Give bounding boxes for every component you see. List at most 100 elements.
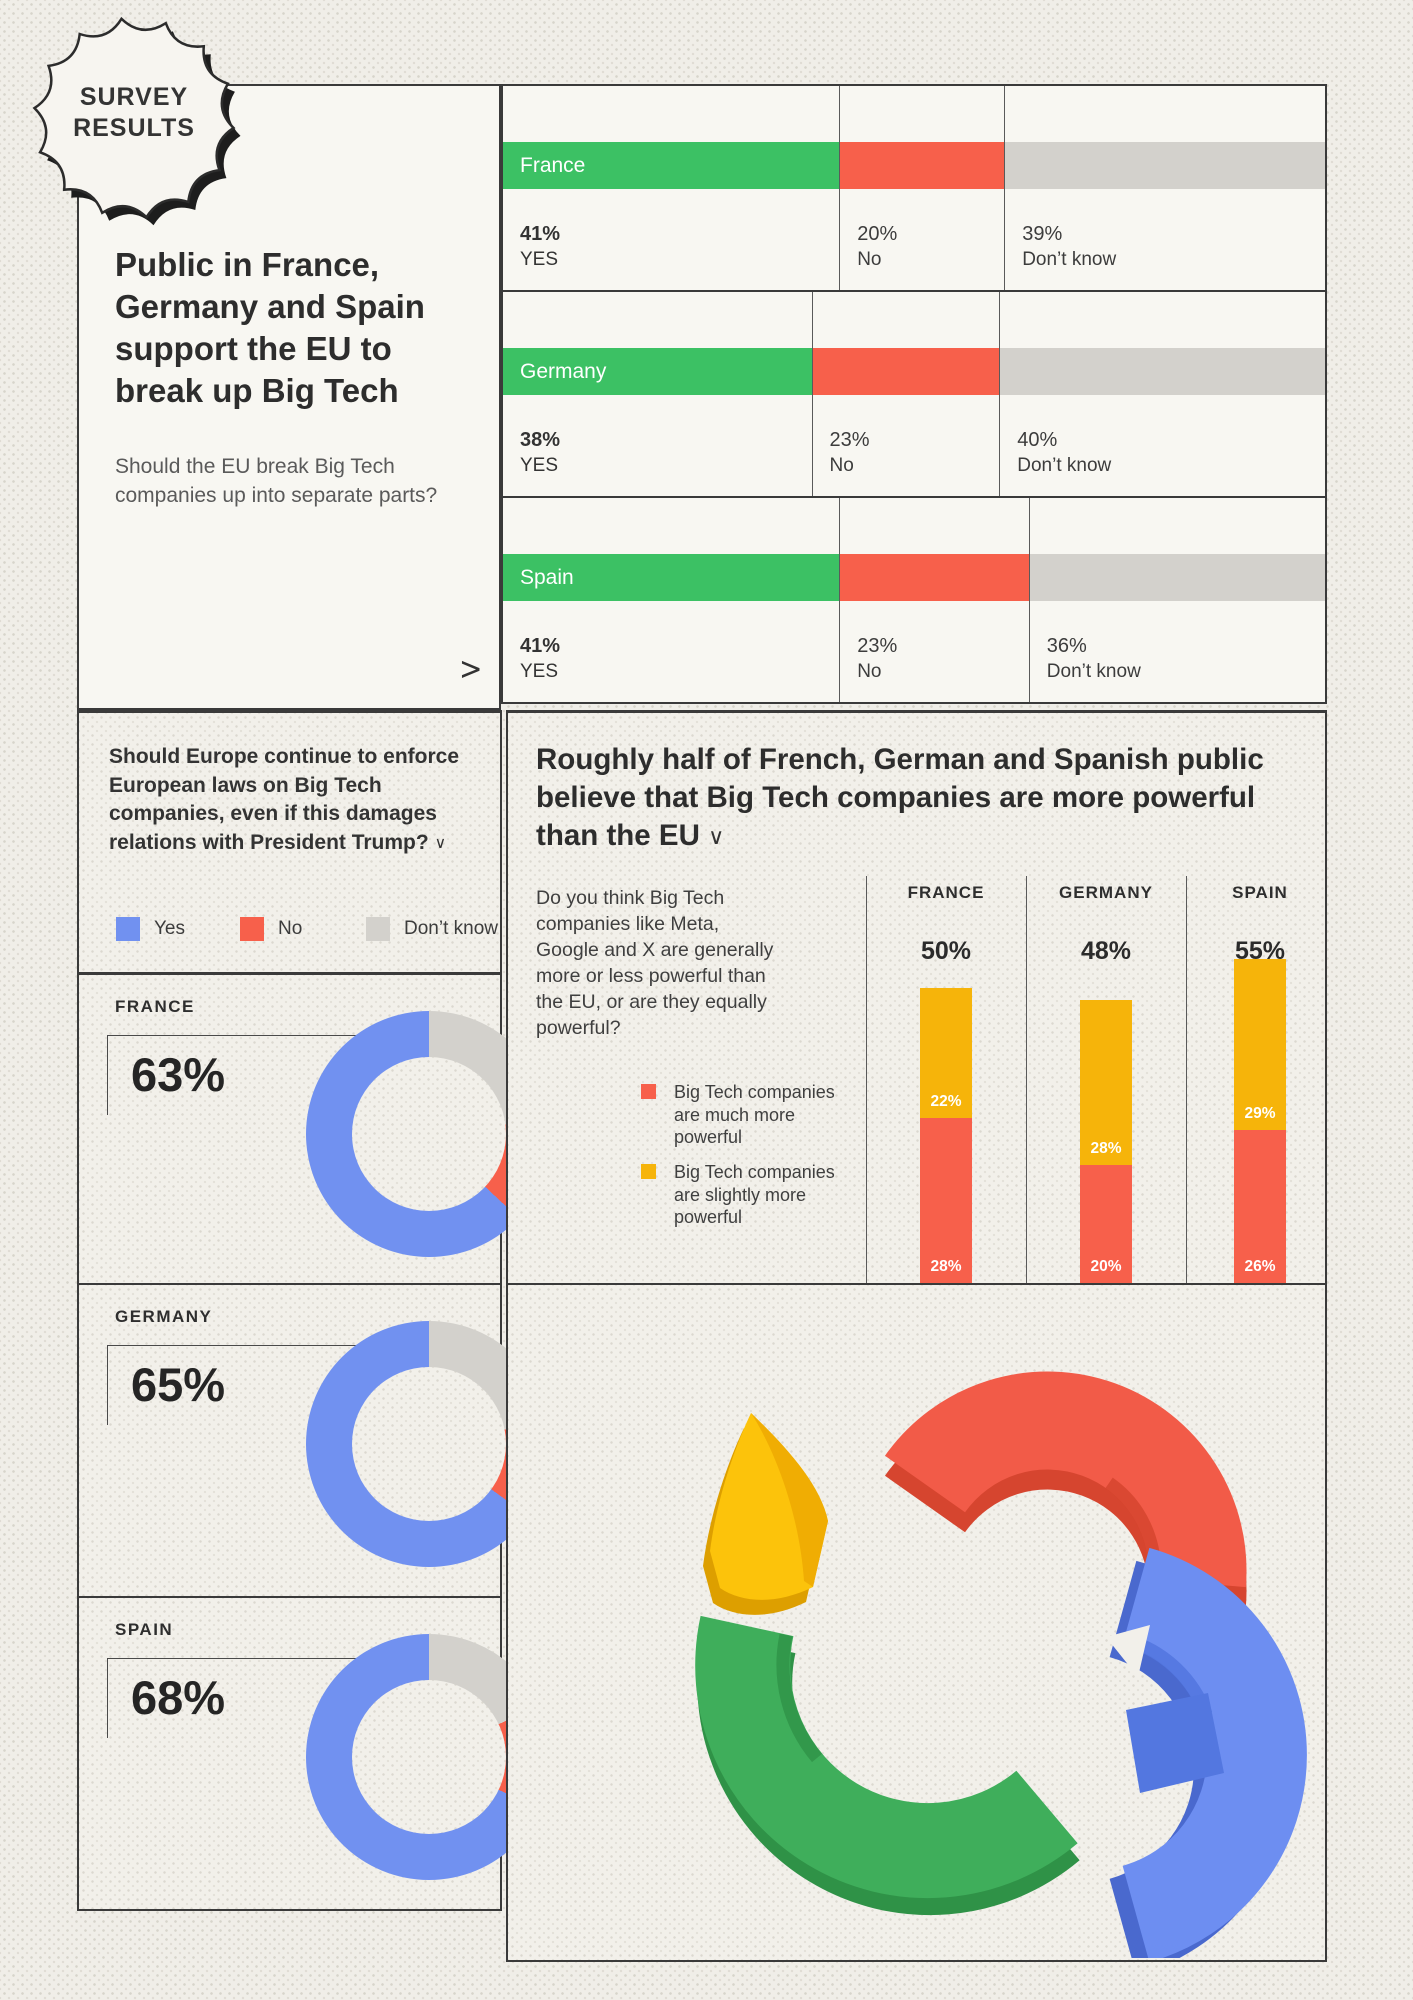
chevron-down-icon: ∨ — [708, 824, 725, 850]
survey-cell: 40% Don’t know — [999, 292, 1325, 496]
bar-segment — [1000, 348, 1325, 395]
legend-swatch — [240, 917, 264, 941]
survey-cell: France 41% YES — [503, 86, 840, 290]
legend-label: Don’t know — [404, 918, 498, 939]
segment-much-more: 26% — [1234, 1130, 1286, 1283]
stacked-bar-spain: 29% 26% — [1234, 959, 1286, 1283]
survey-cell: 36% Don’t know — [1028, 498, 1325, 702]
leader-line — [107, 1345, 108, 1425]
cell-value-label: 39% Don’t know — [1022, 223, 1117, 270]
legend-swatch — [641, 1164, 656, 1179]
decor-panel — [506, 1285, 1327, 1976]
starburst-seal-icon — [32, 16, 241, 226]
donut-value: 65% — [131, 1358, 226, 1411]
cell-value-label: 40% Don’t know — [1017, 429, 1112, 476]
leader-line — [107, 1345, 392, 1346]
chevron-right-icon: > — [459, 649, 483, 688]
donut-country-label: FRANCE — [115, 997, 195, 1016]
legend-label: Big Tech companies are much more powerfu… — [674, 1082, 835, 1147]
donut-value: 63% — [131, 1048, 226, 1101]
legend-swatch — [116, 917, 140, 941]
exploded-pie-illustration — [695, 1371, 1307, 1976]
segment-slightly-more: 29% — [1234, 959, 1286, 1130]
enforce-laws-section: Should Europe continue to enforce Europe… — [77, 710, 552, 1911]
donut-panel-germany: GERMANY 65% — [77, 1285, 552, 1598]
powerful-heading-text: Roughly half of French, German and Spani… — [536, 743, 1264, 852]
legend-label: Big Tech companies are slightly more pow… — [674, 1162, 835, 1227]
cell-value-label: 20% No — [857, 223, 898, 270]
stacked-bar-germany: 28% 20% — [1080, 1000, 1132, 1283]
column-header-spain: SPAIN — [1232, 883, 1288, 902]
column-header-germany: GERMANY — [1059, 883, 1153, 902]
country-label: Spain — [520, 566, 574, 589]
segment-value: 29% — [1244, 1105, 1276, 1122]
legend-item-don-t-know: Don’t know — [366, 917, 498, 941]
survey-row-spain: Spain 41% YES 23% No 36% Don’t know — [501, 496, 1327, 704]
country-label: Germany — [520, 360, 607, 383]
stack-legend-item: Big Tech companies are much more powerfu… — [641, 1081, 844, 1149]
legend-label: No — [278, 918, 303, 939]
stacked-bar-rows: France 41% YES 20% No 39% Don’t know Germany 38%… — [501, 84, 1327, 710]
main-title: Public in France, Germany and Spain supp… — [115, 246, 425, 409]
column-total: 48% — [1080, 937, 1132, 965]
survey-cell: 23% No — [839, 498, 1029, 702]
survey-row-germany: Germany 38% YES 23% No 40% Don’t know — [501, 290, 1327, 498]
donut-panel-france: FRANCE 63% — [77, 975, 552, 1285]
stacked-bar-france: 22% 28% — [920, 988, 972, 1283]
survey-cell: Germany 38% YES — [503, 292, 812, 496]
survey-cell: 20% No — [839, 86, 1005, 290]
legend-swatch — [366, 917, 390, 941]
cell-value-label: 36% Don’t know — [1046, 635, 1141, 682]
segment-value: 20% — [1090, 1258, 1122, 1275]
donut-value: 68% — [131, 1671, 226, 1724]
legend-label: Yes — [154, 918, 185, 939]
leader-line — [107, 1658, 392, 1659]
cell-value-label: 23% No — [829, 429, 870, 476]
badge-line2: RESULTS — [73, 114, 195, 142]
breakup-survey-section: Public in France, Germany and Spain supp… — [77, 84, 1327, 710]
cell-value-label: 23% No — [857, 635, 898, 682]
enforce-question: Should Europe continue to enforce Europe… — [109, 743, 481, 857]
segment-much-more: 28% — [920, 1118, 972, 1283]
country-label: France — [520, 154, 586, 177]
segment-value: 28% — [1090, 1140, 1122, 1157]
bar-segment — [1005, 142, 1325, 189]
powerful-question: Do you think Big Tech companies like Met… — [536, 887, 774, 1039]
cell-value-label: 38% YES — [520, 429, 561, 476]
powerful-heading: Roughly half of French, German and Spani… — [536, 741, 1276, 856]
bar-segment — [840, 554, 1029, 601]
segment-value: 28% — [930, 1258, 962, 1275]
segment-slightly-more: 22% — [920, 988, 972, 1118]
donut-panels: FRANCE 63% GERMANY 65% SPAIN 68% — [77, 975, 552, 1911]
leader-line — [107, 1658, 108, 1738]
survey-results-badge: SURVEY RESULTS — [26, 10, 242, 226]
legend-item-no: No — [240, 917, 302, 941]
badge-label: SURVEY RESULTS — [26, 82, 242, 144]
segment-value: 22% — [930, 1093, 962, 1110]
survey-cell: 23% No — [811, 292, 1000, 496]
bar-segment: Germany — [503, 348, 812, 395]
leader-line — [107, 1035, 108, 1115]
chevron-down-icon: ∨ — [434, 832, 447, 852]
leader-line — [107, 1035, 392, 1036]
powerful-section: Roughly half of French, German and Spani… — [506, 710, 1327, 1976]
enforce-question-text: Should Europe continue to enforce Europe… — [109, 745, 460, 854]
column-divider — [1186, 876, 1187, 1283]
survey-row-france: France 41% YES 20% No 39% Don’t know — [501, 84, 1327, 292]
segment-slightly-more: 28% — [1080, 1000, 1132, 1165]
column-header-france: FRANCE — [907, 883, 985, 902]
donut-country-label: GERMANY — [115, 1307, 213, 1326]
bar-segment: Spain — [503, 554, 840, 601]
bar-segment — [812, 348, 1000, 395]
bar-segment — [1029, 554, 1325, 601]
bar-segment — [840, 142, 1005, 189]
segment-much-more: 20% — [1080, 1165, 1132, 1283]
donut-panel-spain: SPAIN 68% — [77, 1598, 552, 1911]
main-question: Should the EU break Big Tech companies u… — [115, 455, 438, 507]
column-total: 50% — [920, 937, 972, 965]
column-divider — [1026, 876, 1027, 1283]
enforce-question-panel: Should Europe continue to enforce Europe… — [77, 710, 502, 975]
segment-value: 26% — [1244, 1258, 1276, 1275]
column-divider — [866, 876, 867, 1283]
